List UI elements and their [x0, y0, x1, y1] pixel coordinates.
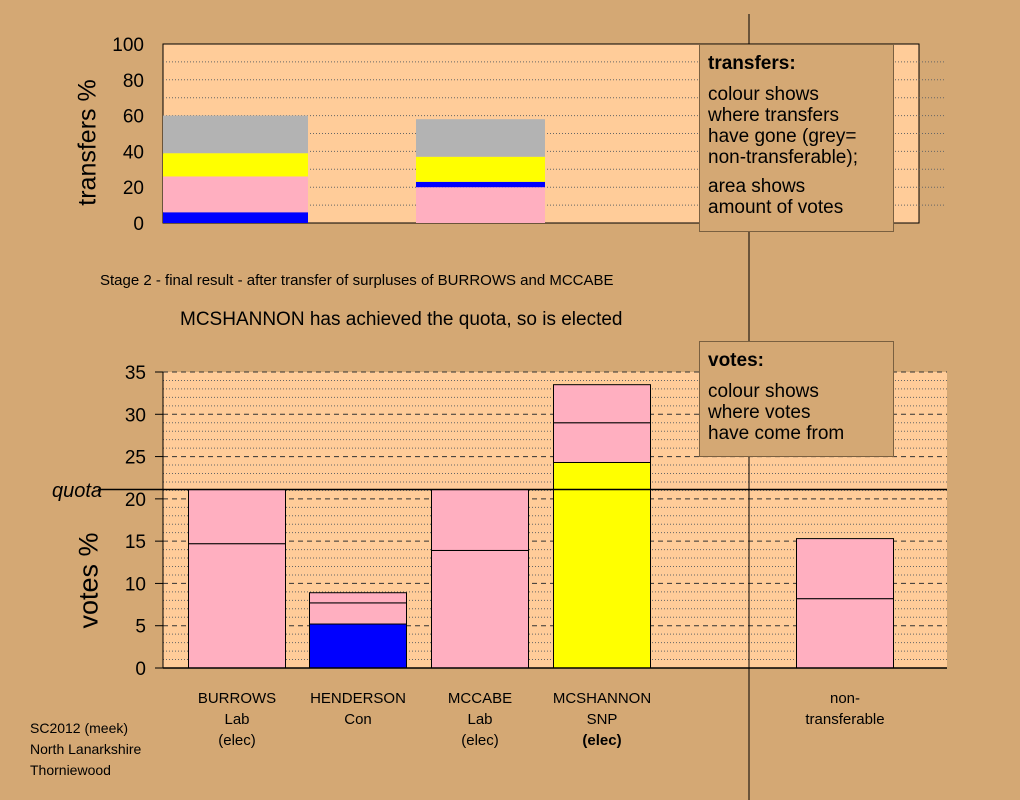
vote-segment: [309, 623, 407, 669]
transfers-tick-label: 100: [112, 35, 144, 56]
candidate-label: MCSHANNON SNP (elec): [542, 688, 662, 751]
status-message: MCSHANNON has achieved the quota, so is …: [180, 309, 623, 330]
candidate-label: HENDERSON Con: [298, 688, 418, 730]
transfers-legend-line: where transfers: [708, 105, 839, 126]
footer-line: SC2012 (meek): [30, 720, 129, 736]
transfers-axis-title: transfers %: [73, 78, 102, 206]
votes-axis-title: votes %: [73, 531, 104, 629]
quota-label: quota: [52, 480, 103, 502]
candidate-label: MCCABE Lab (elec): [420, 688, 540, 751]
votes-legend-title: votes:: [708, 350, 764, 371]
candidate-label-line: Lab: [467, 711, 493, 728]
vote-segment: [188, 543, 286, 669]
transfer-segment: [416, 119, 545, 157]
footer-line: Thorniewood: [30, 762, 111, 778]
candidate-label-line: BURROWS: [197, 690, 277, 707]
vote-segment: [309, 602, 407, 625]
votes-tick-label: 5: [135, 617, 146, 638]
votes-tick-label: 15: [125, 532, 146, 553]
candidate-label-line: Lab: [224, 711, 250, 728]
votes-legend-line: have come from: [708, 423, 845, 444]
candidate-label-line: (elec): [582, 732, 622, 749]
transfer-segment: [163, 153, 308, 177]
candidate-label-line: transferable: [805, 711, 885, 728]
footer-info: SC2012 (meek) North Lanarkshire Thorniew…: [30, 718, 141, 781]
candidate-label-line: Con: [344, 711, 372, 728]
transfers-legend-line: area shows: [708, 176, 806, 197]
transfer-segment: [163, 212, 308, 223]
candidate-label-line: HENDERSON: [310, 690, 406, 707]
vote-segment: [431, 489, 529, 551]
transfer-segment: [416, 181, 545, 188]
transfers-legend-line: amount of votes: [708, 197, 844, 218]
transfers-tick-label: 20: [123, 178, 144, 199]
transfer-segment: [163, 176, 308, 213]
footer-line: North Lanarkshire: [30, 741, 142, 757]
votes-tick-label: 30: [125, 405, 146, 426]
transfers-legend-title: transfers:: [708, 53, 796, 74]
votes-tick-label: 0: [135, 659, 146, 680]
candidate-label-line: (elec): [461, 732, 499, 749]
votes-legend-line: where votes: [708, 402, 811, 423]
vote-segment: [796, 538, 894, 600]
votes-tick-label: 20: [125, 490, 146, 511]
vote-segment: [188, 489, 286, 545]
candidate-label-line: MCCABE: [447, 690, 513, 707]
votes-tick-label: 35: [125, 363, 146, 384]
vote-segment: [309, 592, 407, 604]
candidate-label: BURROWS Lab (elec): [177, 688, 297, 751]
vote-segment: [553, 461, 651, 669]
stage-description: Stage 2 - final result - after transfer …: [100, 272, 614, 289]
transfers-legend-line: colour shows: [708, 84, 819, 105]
votes-tick-label: 25: [125, 448, 146, 469]
transfer-segment: [416, 156, 545, 182]
transfers-legend-line: have gone (grey=: [708, 126, 857, 147]
transfer-segment: [416, 187, 545, 223]
candidate-label-line: MCSHANNON: [552, 690, 652, 707]
transfers-tick-label: 80: [123, 71, 144, 92]
transfers-legend-line: non-transferable);: [708, 147, 858, 168]
candidate-label-line: (elec): [218, 732, 256, 749]
candidate-label-line: SNP: [586, 711, 618, 728]
votes-tick-label: 10: [125, 574, 146, 595]
transfers-tick-label: 40: [123, 142, 144, 163]
vote-segment: [553, 422, 651, 463]
vote-segment: [431, 549, 529, 669]
vote-segment: [796, 598, 894, 669]
transfers-legend-box: transfers: colour shows where transfers …: [699, 44, 894, 232]
transfers-tick-label: 0: [133, 214, 144, 235]
votes-legend-box: votes: colour shows where votes have com…: [699, 341, 894, 457]
candidate-label-line: non-: [829, 690, 861, 707]
non-transferable-label: non-transferable: [775, 688, 915, 730]
transfer-segment: [163, 115, 308, 154]
votes-legend-line: colour shows: [708, 381, 819, 402]
transfers-tick-label: 60: [123, 107, 144, 128]
vote-segment: [553, 384, 651, 424]
